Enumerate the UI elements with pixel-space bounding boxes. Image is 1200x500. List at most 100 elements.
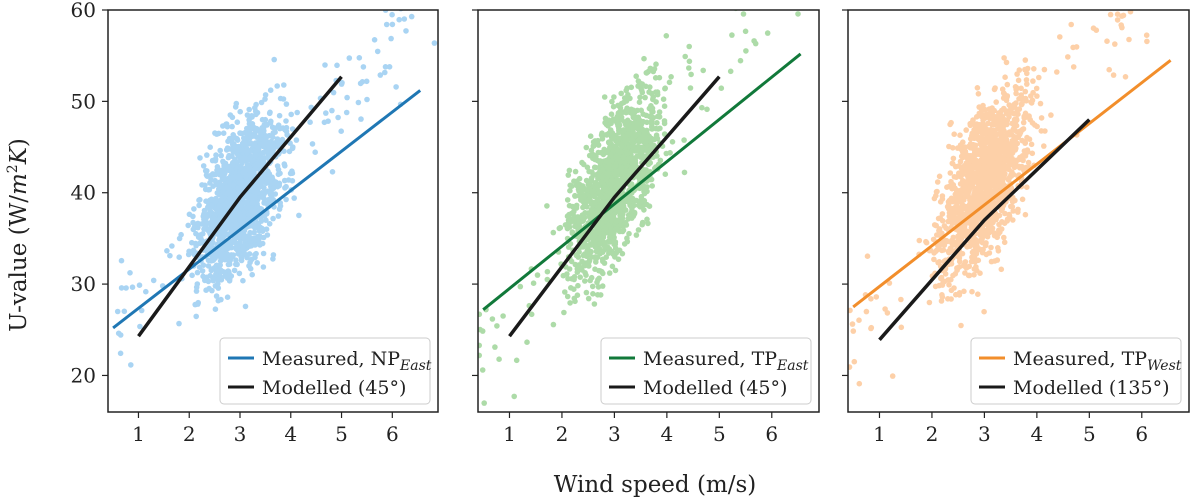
scatter-point <box>621 241 628 247</box>
scatter-point <box>251 141 258 148</box>
scatter-point <box>1104 38 1110 44</box>
scatter-point <box>954 191 960 197</box>
scatter-point <box>971 149 978 156</box>
scatter-point <box>253 152 260 159</box>
scatter-point <box>944 184 950 190</box>
scatter-point <box>289 126 296 132</box>
scatter-points <box>848 0 1151 387</box>
scatter-point <box>647 84 653 90</box>
scatter-point <box>624 235 630 241</box>
scatter-point <box>951 174 958 180</box>
scatter-point <box>562 289 568 295</box>
legend-box <box>970 337 1182 405</box>
scatter-point <box>635 227 642 233</box>
scatter-point <box>1009 198 1016 205</box>
scatter-point <box>873 294 880 300</box>
scatter-point <box>619 228 626 235</box>
scatter-point <box>214 167 220 173</box>
scatter-point <box>561 309 567 316</box>
scatter-point <box>237 175 243 181</box>
scatter-point <box>296 212 302 219</box>
scatter-point <box>1083 0 1089 4</box>
scatter-point <box>995 245 1001 251</box>
scatter-point <box>609 263 616 270</box>
scatter-point <box>993 99 999 105</box>
scatter-point <box>249 195 255 201</box>
scatter-point <box>990 121 996 127</box>
y-tick-label: 40 <box>71 181 96 205</box>
modelled-line <box>137 75 343 338</box>
scatter-point <box>640 144 646 151</box>
scatter-point <box>963 160 970 166</box>
scatter-point <box>213 206 219 212</box>
scatter-point <box>1003 59 1010 66</box>
scatter-point <box>208 209 215 216</box>
scatter-point <box>237 210 243 217</box>
scatter-point <box>960 139 966 145</box>
scatter-point <box>994 234 1000 241</box>
scatter-point <box>281 148 287 154</box>
scatter-point <box>291 195 298 201</box>
scatter-point <box>595 137 601 144</box>
scatter-point <box>322 62 328 68</box>
scatter-point <box>946 282 952 288</box>
scatter-point <box>239 147 245 153</box>
scatter-point <box>958 146 965 153</box>
scatter-point <box>513 357 520 364</box>
scatter-point <box>1112 41 1118 47</box>
scatter-point <box>656 109 663 115</box>
scatter-point <box>250 133 256 139</box>
scatter-point <box>617 158 624 165</box>
scatter-point <box>999 178 1006 185</box>
scatter-point <box>1003 149 1010 155</box>
scatter-point <box>193 288 200 294</box>
scatter-point <box>611 164 617 170</box>
scatter-point <box>200 163 207 169</box>
scatter-point <box>571 218 577 224</box>
scatter-point <box>283 101 290 107</box>
scatter-point <box>682 53 688 60</box>
scatter-point <box>229 114 236 121</box>
scatter-point <box>1012 138 1019 145</box>
scatter-point <box>999 219 1005 225</box>
scatter-point <box>1022 211 1029 218</box>
scatter-point <box>588 175 595 181</box>
scatter-point <box>868 296 874 302</box>
scatter-point <box>1110 72 1117 78</box>
scatter-point <box>606 140 612 146</box>
scatter-point <box>1010 217 1016 223</box>
scatter-point <box>600 270 606 277</box>
scatter-point <box>576 219 583 226</box>
scatter-point <box>1145 2 1151 8</box>
scatter-point <box>241 135 247 141</box>
scatter-point <box>249 121 256 127</box>
scatter-point <box>593 180 600 187</box>
scatter-point <box>260 149 267 156</box>
scatter-point <box>629 205 635 212</box>
scatter-point <box>237 130 243 136</box>
scatter-point <box>252 166 259 172</box>
scatter-point <box>323 110 329 116</box>
scatter-point <box>1001 234 1007 241</box>
scatter-point <box>569 229 576 235</box>
scatter-point <box>618 165 625 171</box>
scatter-point <box>1037 100 1044 107</box>
legend-entry: Modelled (45°) <box>643 377 787 399</box>
scatter-point <box>973 239 979 245</box>
scatter-point <box>1006 108 1013 114</box>
scatter-point <box>231 267 238 274</box>
scatter-point <box>229 123 235 130</box>
scatter-point <box>957 132 963 138</box>
scatter-point <box>236 250 242 257</box>
scatter-point <box>358 116 364 122</box>
scatter-point <box>258 99 265 106</box>
scatter-point <box>266 221 273 227</box>
scatter-point <box>686 65 692 71</box>
scatter-point <box>585 295 592 302</box>
scatter-point <box>371 37 378 43</box>
scatter-point <box>243 180 250 187</box>
scatter-point <box>592 210 598 217</box>
scatter-point <box>611 94 617 100</box>
scatter-point <box>389 21 396 28</box>
